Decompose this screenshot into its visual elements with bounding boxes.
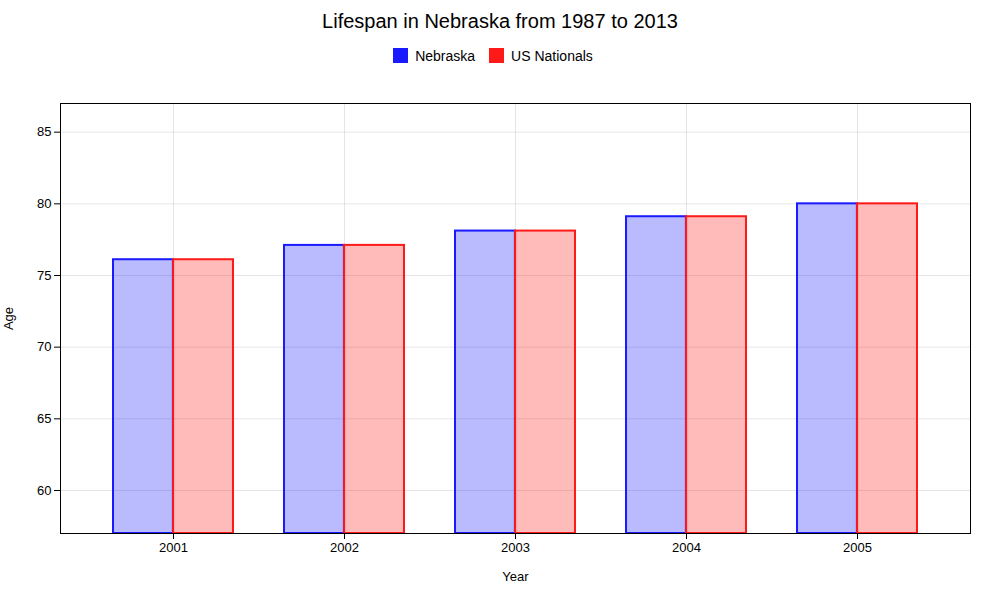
svg-text:70: 70 bbox=[37, 339, 51, 354]
svg-text:80: 80 bbox=[37, 196, 51, 211]
svg-text:65: 65 bbox=[37, 411, 51, 426]
html-text:Nebraska: Nebraska bbox=[415, 47, 476, 64]
svg-text:85: 85 bbox=[37, 124, 51, 139]
svg-text:Age: Age bbox=[1, 307, 16, 330]
svg-text:60: 60 bbox=[37, 483, 51, 498]
svg-text:2005: 2005 bbox=[843, 540, 872, 555]
svg-text:2001: 2001 bbox=[159, 540, 188, 555]
svg-text:2004: 2004 bbox=[672, 540, 701, 555]
svg-text:2003: 2003 bbox=[501, 540, 530, 555]
svg-text:75: 75 bbox=[37, 268, 51, 283]
svg-text:2002: 2002 bbox=[330, 540, 359, 555]
html-text:US Nationals: US Nationals bbox=[511, 47, 593, 64]
svg-text:Year: Year bbox=[502, 569, 529, 584]
html-text:Lifespan in Nebraska from 1987: Lifespan in Nebraska from 1987 to 2013 bbox=[322, 10, 678, 32]
